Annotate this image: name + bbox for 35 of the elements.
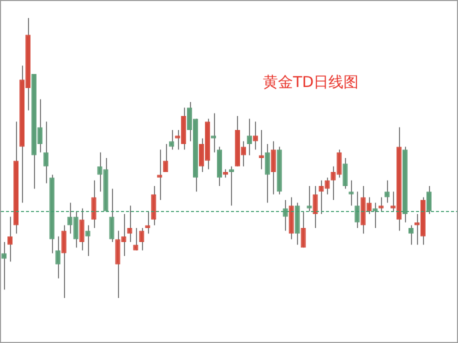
- candlestick: [300, 210, 306, 248]
- candlestick: [61, 224, 66, 298]
- candlestick: [145, 210, 150, 234]
- candlestick: [282, 200, 288, 232]
- candlestick: [79, 208, 84, 251]
- candlestick: [85, 224, 90, 256]
- candlestick: [43, 121, 48, 184]
- candlestick: [246, 118, 252, 156]
- candlestick: [109, 188, 114, 242]
- candlestick: [151, 186, 156, 226]
- candlestick: [169, 130, 174, 150]
- candlestick: [55, 236, 60, 279]
- candlestick: [252, 121, 258, 150]
- candlestick: [91, 180, 96, 228]
- candlestick: [384, 180, 390, 204]
- candlestick: [306, 186, 312, 212]
- candlestick: [270, 140, 276, 195]
- candlestick: [210, 112, 216, 153]
- candlestick: [408, 224, 414, 246]
- candlestick: [264, 144, 270, 204]
- candlestick: [312, 186, 318, 228]
- candlestick: [139, 228, 144, 251]
- candlestick: [228, 166, 234, 206]
- candlestick: [258, 130, 264, 170]
- candlestick: [426, 186, 432, 214]
- candlestick: [163, 144, 168, 172]
- candlestick: [7, 216, 13, 262]
- candlestick: [1, 242, 7, 290]
- candlestick: [133, 228, 138, 251]
- candlestick: [378, 196, 384, 212]
- candlestick: [342, 158, 348, 190]
- candlestick: [354, 191, 360, 228]
- candlestick: [348, 180, 354, 206]
- text: 黄金TD日线图: [263, 73, 359, 92]
- candlestick: [127, 205, 132, 242]
